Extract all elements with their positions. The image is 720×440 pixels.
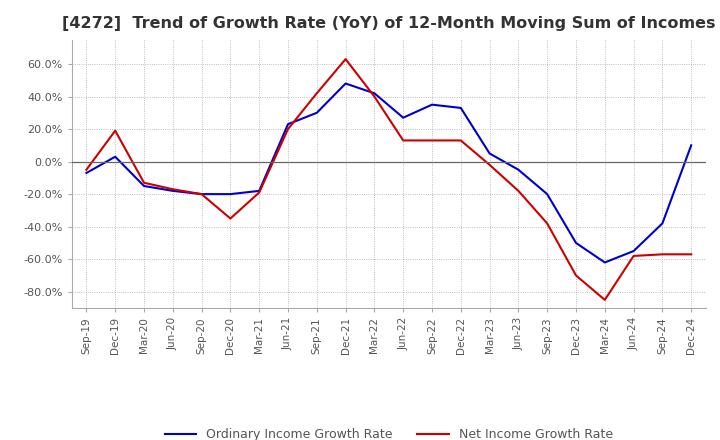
Net Income Growth Rate [399,138,408,143]
Ordinary Income Growth Rate [82,170,91,176]
Net Income Growth Rate [82,167,91,172]
Net Income Growth Rate [284,126,292,132]
Ordinary Income Growth Rate [543,191,552,197]
Net Income Growth Rate [255,190,264,195]
Ordinary Income Growth Rate [572,240,580,246]
Ordinary Income Growth Rate [514,167,523,172]
Ordinary Income Growth Rate [140,183,148,189]
Net Income Growth Rate [600,297,609,303]
Ordinary Income Growth Rate [629,249,638,254]
Ordinary Income Growth Rate [255,188,264,194]
Ordinary Income Growth Rate [111,154,120,159]
Ordinary Income Growth Rate [197,191,206,197]
Ordinary Income Growth Rate [485,151,494,156]
Ordinary Income Growth Rate [312,110,321,115]
Ordinary Income Growth Rate [600,260,609,265]
Net Income Growth Rate [312,91,321,96]
Net Income Growth Rate [658,252,667,257]
Ordinary Income Growth Rate [226,191,235,197]
Ordinary Income Growth Rate [370,91,379,96]
Net Income Growth Rate [543,221,552,226]
Ordinary Income Growth Rate [428,102,436,107]
Ordinary Income Growth Rate [456,105,465,110]
Ordinary Income Growth Rate [658,221,667,226]
Net Income Growth Rate [456,138,465,143]
Net Income Growth Rate [111,128,120,133]
Net Income Growth Rate [572,273,580,278]
Net Income Growth Rate [168,187,177,192]
Net Income Growth Rate [197,191,206,197]
Net Income Growth Rate [629,253,638,259]
Title: [4272]  Trend of Growth Rate (YoY) of 12-Month Moving Sum of Incomes: [4272] Trend of Growth Rate (YoY) of 12-… [62,16,716,32]
Ordinary Income Growth Rate [399,115,408,120]
Net Income Growth Rate [140,180,148,185]
Net Income Growth Rate [370,94,379,99]
Net Income Growth Rate [341,56,350,62]
Ordinary Income Growth Rate [284,121,292,127]
Legend: Ordinary Income Growth Rate, Net Income Growth Rate: Ordinary Income Growth Rate, Net Income … [165,428,613,440]
Net Income Growth Rate [485,162,494,168]
Ordinary Income Growth Rate [168,188,177,194]
Net Income Growth Rate [514,188,523,194]
Net Income Growth Rate [687,252,696,257]
Net Income Growth Rate [428,138,436,143]
Ordinary Income Growth Rate [341,81,350,86]
Net Income Growth Rate [226,216,235,221]
Line: Net Income Growth Rate: Net Income Growth Rate [86,59,691,300]
Line: Ordinary Income Growth Rate: Ordinary Income Growth Rate [86,84,691,262]
Ordinary Income Growth Rate [687,143,696,148]
